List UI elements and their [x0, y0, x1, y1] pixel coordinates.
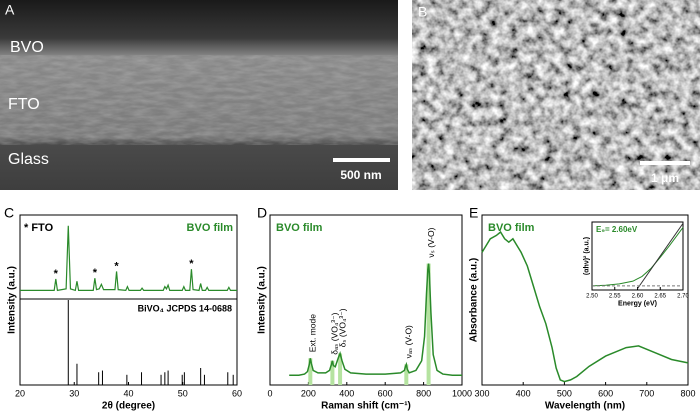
y-axis-label: Absorbance (a.u.) — [469, 258, 480, 342]
x-tick-label: 2.55 — [609, 294, 621, 300]
x-axis-label: Energy (eV) — [618, 301, 657, 308]
band-label: νₐₛ (V-O) — [404, 325, 414, 358]
x-tick-label: 400 — [516, 388, 531, 398]
x-axis-label: Raman shift (cm⁻¹) — [321, 400, 411, 411]
chart-title: BVO film — [187, 222, 234, 234]
x-tick-label: 2.65 — [654, 294, 666, 300]
x-tick-label: 2.50 — [586, 294, 598, 300]
panel-label: C — [4, 205, 14, 221]
peak-marker: * — [54, 268, 59, 280]
x-tick-label: 1000 — [452, 388, 472, 398]
x-tick-label: 600 — [598, 388, 613, 398]
panel-label: B — [418, 4, 427, 20]
scale-label: 500 nm — [340, 168, 381, 182]
x-tick-label: 800 — [416, 388, 431, 398]
band-label: δₛ (VO₄³⁻) — [337, 308, 347, 347]
data-line — [591, 227, 684, 287]
y-axis-label: (αhν)² (a.u.) — [583, 237, 590, 275]
plot-frame — [481, 214, 689, 386]
plot-frame — [269, 214, 463, 386]
band-highlight — [426, 263, 431, 385]
layer-label: BVO — [10, 39, 44, 56]
band-label: Ext. mode — [308, 314, 318, 353]
x-tick-label: 300 — [474, 388, 489, 398]
data-line — [289, 263, 462, 377]
x-tick-label: 200 — [301, 388, 316, 398]
x-axis-label: 2θ (degree) — [102, 400, 155, 411]
x-tick-label: 2.70 — [677, 294, 689, 300]
x-tick-label: 50 — [178, 388, 188, 398]
y-axis-label: Intensity (a.u.) — [7, 266, 18, 334]
band-highlight — [404, 364, 409, 385]
scale-label: 1 μm — [651, 171, 679, 185]
chart-title: BVO film — [276, 222, 323, 234]
band-highlight — [308, 358, 313, 385]
band-highlight — [330, 360, 335, 385]
peak-marker: * — [93, 267, 98, 279]
x-tick-label: 500 — [557, 388, 572, 398]
peak-marker: * — [189, 258, 194, 270]
layer-label: FTO — [8, 96, 40, 113]
x-tick-label: 60 — [232, 388, 242, 398]
panel-label: A — [5, 2, 15, 18]
reference-label: BiVO₄ JCPDS 14-0688 — [138, 303, 232, 313]
sem-top-view: B 1 μm — [412, 0, 700, 190]
band-label: δₐₛ (VO₄³⁻) — [330, 312, 340, 354]
band-highlight — [338, 353, 343, 385]
panel-label: D — [257, 205, 267, 221]
x-tick-label: 800 — [680, 388, 695, 398]
x-tick-label: 700 — [639, 388, 654, 398]
data-line — [20, 225, 237, 292]
annotation: * FTO — [24, 222, 54, 234]
panel-label: E — [469, 205, 478, 221]
x-tick-label: 40 — [123, 388, 133, 398]
x-tick-label: 0 — [267, 388, 272, 398]
x-tick-label: 600 — [378, 388, 393, 398]
layer-label: Glass — [8, 151, 49, 168]
annotation: E₉= 2.60eV — [596, 225, 638, 234]
data-line — [637, 223, 684, 289]
x-axis-label: Wavelength (nm) — [545, 400, 625, 411]
x-tick-label: 400 — [339, 388, 354, 398]
chart-title: BVO film — [488, 222, 535, 234]
plot-frame — [19, 214, 238, 386]
x-tick-label: 2.60 — [632, 294, 644, 300]
peak-marker: * — [114, 260, 119, 272]
x-tick-label: 30 — [69, 388, 79, 398]
data-line — [481, 230, 689, 383]
x-tick-label: 20 — [15, 388, 25, 398]
y-axis-label: Intensity (a.u.) — [257, 266, 268, 334]
band-label: νₛ (V-O) — [426, 227, 436, 257]
sem-cross-section: A BVO FTO Glass 500 nm — [0, 0, 398, 190]
